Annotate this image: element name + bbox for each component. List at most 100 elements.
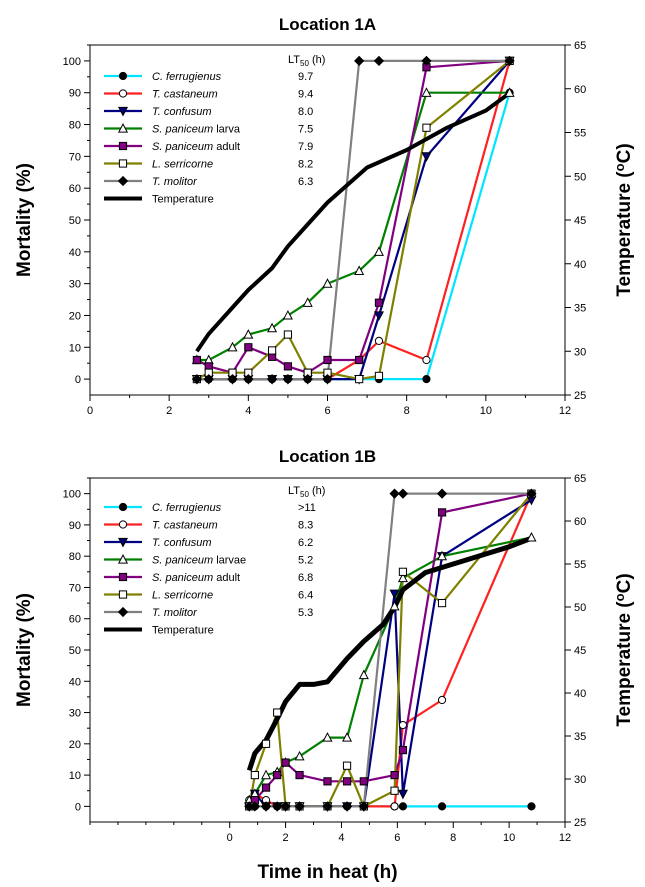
data-point-s6 <box>355 374 364 384</box>
data-point-s1 <box>398 802 408 811</box>
lt50-value: 8.0 <box>298 106 313 118</box>
data-point-s7 <box>389 488 400 499</box>
data-point-s1 <box>422 374 431 384</box>
data-point-s3 <box>373 311 384 321</box>
data-point-s7 <box>227 373 238 385</box>
y2-tick-label: 40 <box>574 259 586 271</box>
lt50-value: 7.5 <box>298 124 313 136</box>
y2-axis-label: Temperature (oC) <box>612 573 635 726</box>
data-point-s5 <box>283 362 293 371</box>
y-tick-label: 10 <box>69 342 81 354</box>
data-point-s5 <box>359 777 368 786</box>
lt50-value: 6.3 <box>298 176 313 188</box>
data-point-s2 <box>374 336 384 346</box>
data-point-s4 <box>373 246 384 256</box>
data-point-s4 <box>261 769 272 780</box>
data-point-s2 <box>422 355 431 365</box>
legend-label: T. molitor <box>152 176 198 188</box>
y-tick-label: 60 <box>69 183 81 195</box>
y2-tick-label: 45 <box>574 215 586 227</box>
data-point-s7 <box>358 801 369 812</box>
y2-tick-label: 30 <box>574 346 586 358</box>
chart-panel-2: Location 1B 0 2 4 6 8 10 12 0 10 20 30 40 50 60 70 80 90 1… <box>14 447 635 883</box>
data-point-s7 <box>341 801 353 812</box>
data-point-s4 <box>302 297 313 307</box>
data-point-s7 <box>397 488 409 499</box>
x-tick-label: 6 <box>324 405 330 417</box>
legend-label: T. molitor <box>152 607 198 619</box>
data-point-s7 <box>526 488 537 499</box>
chart-title: Location 1A <box>279 15 376 34</box>
y-tick-label: 80 <box>69 120 81 132</box>
y-tick-label: 0 <box>75 374 81 386</box>
lt50-value: 7.9 <box>298 141 313 153</box>
legend-swatch-marker <box>118 89 128 98</box>
data-point-s6 <box>422 123 431 132</box>
data-point-s4 <box>342 732 353 742</box>
legend-label: C. ferrugienus <box>152 502 222 514</box>
data-point-s4 <box>322 732 333 742</box>
series-line-8 <box>195 91 511 353</box>
legend-label: L. serricorne <box>152 590 213 602</box>
legend-label: Temperature <box>152 625 214 637</box>
x-tick-label: 8 <box>404 405 410 417</box>
data-point-s7 <box>272 801 283 812</box>
data-point-s6 <box>250 770 259 780</box>
y2-tick-label: 25 <box>574 390 586 402</box>
y-tick-label: 100 <box>63 489 81 501</box>
data-point-s3 <box>389 589 400 600</box>
legend-swatch-marker <box>118 590 128 599</box>
data-point-s4 <box>354 265 365 276</box>
data-point-s7 <box>354 55 365 67</box>
y2-tick-label: 50 <box>574 602 586 614</box>
data-point-s6 <box>283 330 293 339</box>
series-line-1 <box>196 92 511 381</box>
legend-swatch-marker <box>117 554 129 564</box>
lt50-value: 9.7 <box>298 71 313 83</box>
data-point-s4 <box>526 531 537 542</box>
x-tick-label: 12 <box>559 405 571 417</box>
data-point-s4 <box>243 329 254 339</box>
y-tick-label: 0 <box>75 801 81 813</box>
data-point-s6 <box>390 786 399 795</box>
legend-label: T. castaneum <box>152 520 218 532</box>
lt50-value: 9.4 <box>298 89 313 101</box>
legend-swatch-marker <box>118 141 128 151</box>
data-point-s7 <box>260 801 272 812</box>
data-point-s7 <box>191 373 202 385</box>
legend-swatch-marker <box>118 502 128 512</box>
data-point-s7 <box>243 373 254 385</box>
data-point-s5 <box>398 745 408 755</box>
legend-label: T. castaneum <box>152 89 218 101</box>
data-point-s7 <box>504 55 515 67</box>
x-tick-label: 10 <box>480 405 492 417</box>
y-axis-label: Mortality (%) <box>14 163 35 277</box>
x-tick-label: 0 <box>227 832 233 844</box>
data-point-s7 <box>421 55 432 67</box>
y-tick-label: 70 <box>69 582 81 594</box>
data-point-s1 <box>437 802 447 811</box>
y-tick-label: 20 <box>69 310 81 322</box>
data-point-s7 <box>322 373 333 385</box>
legend-label: Temperature <box>152 194 214 206</box>
lt50-value: 5.3 <box>298 607 313 619</box>
data-point-s5 <box>374 298 384 307</box>
y-tick-label: 30 <box>69 708 81 720</box>
y-axis-label: Mortality (%) <box>14 593 35 707</box>
y-tick-label: 40 <box>69 247 81 259</box>
data-point-s5 <box>390 770 399 780</box>
data-point-s5 <box>261 783 271 792</box>
y-tick-label: 100 <box>63 56 81 68</box>
y-tick-label: 50 <box>69 215 81 227</box>
data-point-s6 <box>437 598 447 608</box>
data-point-s5 <box>323 355 332 365</box>
y-tick-label: 10 <box>69 770 81 782</box>
data-point-s5 <box>323 777 332 786</box>
y2-tick-label: 30 <box>574 774 586 786</box>
y2-tick-label: 55 <box>574 128 586 140</box>
data-point-s6 <box>273 708 282 717</box>
y2-tick-label: 55 <box>574 559 586 571</box>
data-point-s2 <box>437 695 447 705</box>
